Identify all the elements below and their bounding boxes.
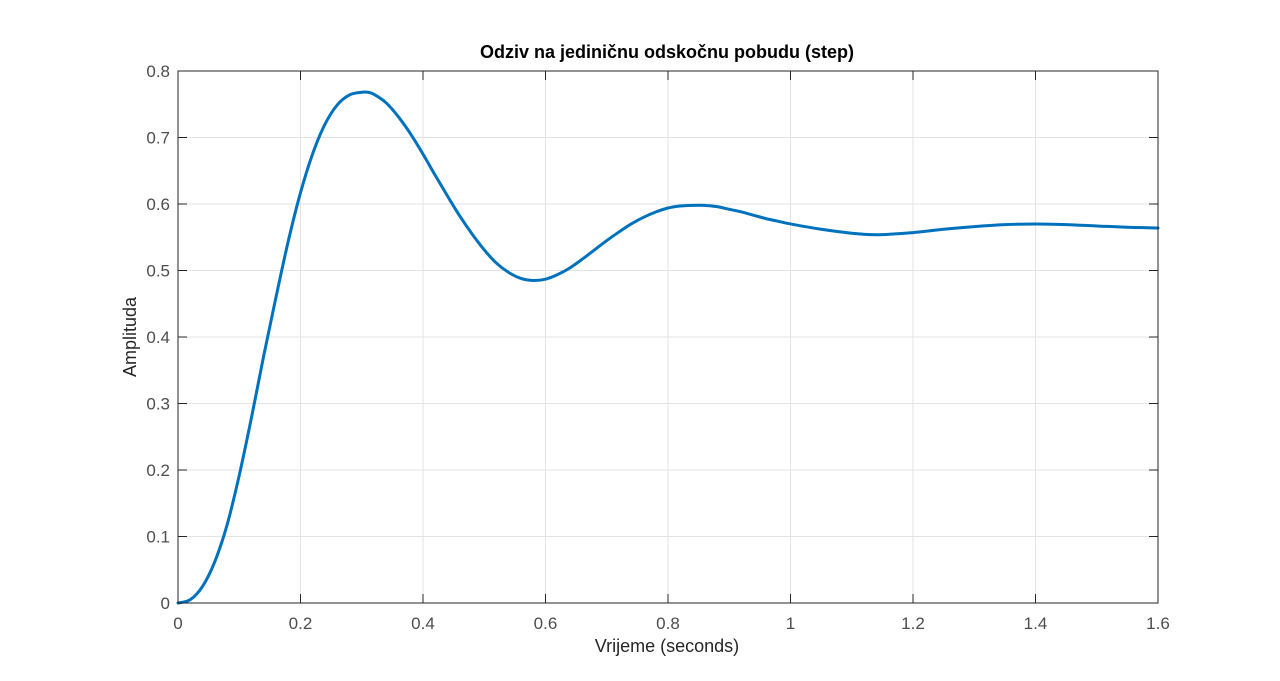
y-tick-label: 0.4 <box>146 328 170 347</box>
y-tick-label: 0.8 <box>146 62 170 81</box>
x-tick-label: 1.6 <box>1146 614 1170 633</box>
x-tick-label: 1 <box>786 614 795 633</box>
x-tick-label: 0.8 <box>656 614 680 633</box>
y-tick-label: 0 <box>161 594 170 613</box>
plot-area <box>176 90 1160 605</box>
y-axis-label: Amplituda <box>120 296 140 377</box>
x-tick-label: 0.6 <box>534 614 558 633</box>
series-line <box>176 90 1160 605</box>
y-tick-label: 0.7 <box>146 129 170 148</box>
y-tick-label: 0.6 <box>146 195 170 214</box>
x-axis-label: Vrijeme (seconds) <box>595 636 739 656</box>
x-tick-label: 0 <box>173 614 182 633</box>
y-tick-label: 0.3 <box>146 395 170 414</box>
chart-title: Odziv na jediničnu odskočnu pobudu (step… <box>480 42 854 62</box>
x-tick-label: 0.4 <box>411 614 435 633</box>
y-tick-label: 0.1 <box>146 528 170 547</box>
y-tick-label: 0.2 <box>146 461 170 480</box>
grid <box>178 71 1158 603</box>
ticks: 0 0.2 0.4 0.6 0.8 1 1.2 1.4 1.6 0 0.1 0.2 0.3 0.4 0.5 0… <box>146 62 1169 633</box>
x-tick-label: 1.2 <box>901 614 925 633</box>
x-tick-label: 0.2 <box>289 614 313 633</box>
x-tick-label: 1.4 <box>1024 614 1048 633</box>
y-tick-label: 0.5 <box>146 262 170 281</box>
